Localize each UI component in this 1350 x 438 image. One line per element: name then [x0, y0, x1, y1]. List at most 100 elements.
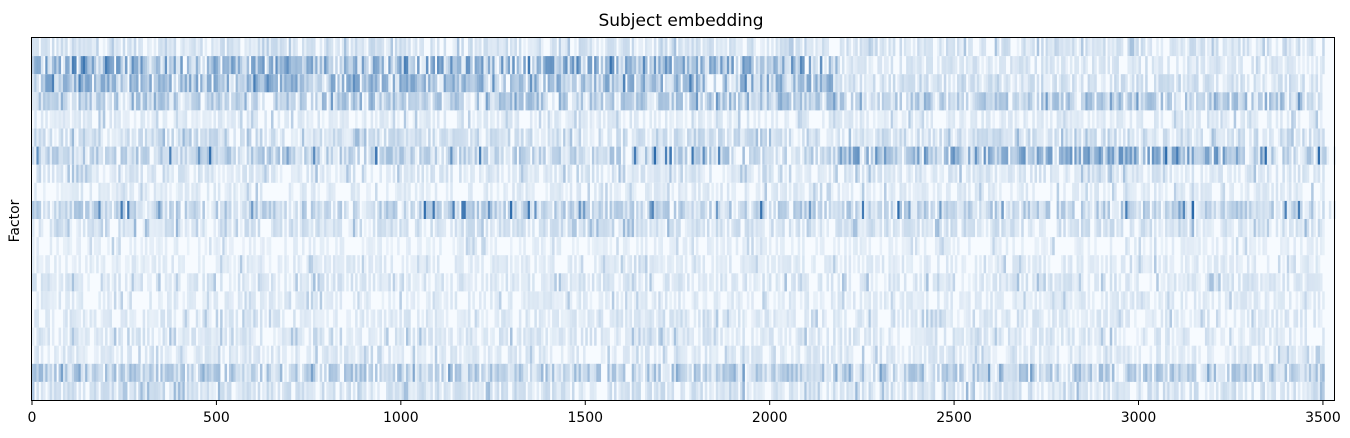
heatmap-cell — [804, 92, 807, 111]
heatmap-cell — [496, 146, 500, 165]
heatmap-cell — [1180, 110, 1184, 129]
heatmap-cell — [996, 128, 1000, 147]
heatmap-cell — [678, 182, 681, 201]
heatmap-cell — [1083, 146, 1086, 165]
heatmap-cell — [490, 182, 493, 201]
heatmap-cell — [1129, 38, 1133, 57]
heatmap-cell — [932, 74, 936, 93]
heatmap-cell — [605, 74, 608, 93]
heatmap-cell — [339, 164, 343, 183]
heatmap-cell — [388, 128, 391, 147]
heatmap-cell — [147, 56, 150, 75]
heatmap-cell — [1034, 146, 1038, 165]
heatmap-cell — [251, 92, 254, 111]
heatmap-cell — [1067, 74, 1071, 93]
heatmap-cell — [1125, 200, 1128, 219]
heatmap-cell — [459, 74, 462, 93]
heatmap-cell — [184, 146, 188, 165]
heatmap-cell — [257, 219, 261, 238]
heatmap-cell — [943, 92, 947, 111]
heatmap-cell — [392, 110, 396, 129]
heatmap-cell — [479, 200, 482, 219]
heatmap-cell — [34, 110, 37, 129]
heatmap-cell — [560, 146, 564, 165]
heatmap-cell — [381, 219, 385, 238]
heatmap-cell — [58, 219, 62, 238]
heatmap-cell — [439, 128, 442, 147]
heatmap-cell — [1284, 128, 1288, 147]
heatmap-cell — [242, 164, 245, 183]
heatmap-cell — [350, 92, 354, 111]
heatmap-cell — [1169, 200, 1173, 219]
heatmap-cell — [695, 128, 699, 147]
chart-title: Subject embedding — [598, 11, 763, 31]
heatmap-cell — [771, 38, 774, 57]
heatmap-cell — [578, 38, 582, 57]
heatmap-cell — [206, 164, 210, 183]
heatmap-cell — [1085, 182, 1088, 201]
heatmap-cell — [467, 110, 471, 129]
heatmap-cell — [1120, 164, 1124, 183]
heatmap-cell — [718, 219, 721, 238]
heatmap-cell — [729, 200, 732, 219]
heatmap-cell — [691, 110, 694, 129]
heatmap-cell — [890, 110, 894, 129]
heatmap-cell — [972, 74, 976, 93]
heatmap-cell — [667, 56, 670, 75]
heatmap-cell — [386, 146, 389, 165]
heatmap-cell — [1280, 110, 1283, 129]
heatmap-cell — [753, 146, 756, 165]
heatmap-cell — [693, 92, 697, 111]
heatmap-cell — [158, 219, 161, 238]
heatmap-cell — [1120, 219, 1124, 238]
heatmap-cell — [826, 146, 829, 165]
heatmap-cell — [757, 146, 761, 165]
heatmap-cell — [153, 219, 157, 238]
heatmap-cell — [554, 74, 557, 93]
heatmap-cell — [54, 200, 57, 219]
heatmap-cell — [1264, 182, 1268, 201]
heatmap-cell — [1111, 219, 1115, 238]
heatmap-cell — [733, 38, 737, 57]
heatmap-cell — [839, 200, 843, 219]
heatmap-cell — [662, 38, 666, 57]
heatmap-cell — [1151, 200, 1155, 219]
heatmap-cell — [215, 237, 219, 256]
heatmap-cell — [521, 146, 524, 165]
heatmap-cell — [945, 56, 949, 75]
heatmap-cell — [1045, 200, 1049, 219]
heatmap-cell — [34, 146, 37, 165]
heatmap-cell — [1220, 92, 1223, 111]
heatmap-cell — [848, 164, 852, 183]
heatmap-cell — [341, 128, 345, 147]
heatmap-cell — [259, 237, 263, 256]
heatmap-cell — [868, 56, 872, 75]
heatmap-cell — [80, 164, 84, 183]
heatmap-cell — [806, 92, 810, 111]
heatmap-cell — [452, 237, 455, 256]
heatmap-cell — [963, 200, 967, 219]
heatmap-cell — [184, 92, 188, 111]
heatmap-cell — [682, 200, 686, 219]
heatmap-cell — [222, 110, 225, 129]
heatmap-cell — [368, 92, 371, 111]
heatmap-cell — [127, 38, 130, 57]
heatmap-cell — [140, 200, 143, 219]
heatmap-cell — [527, 74, 531, 93]
heatmap-cell — [1116, 38, 1119, 57]
heatmap-cell — [34, 200, 37, 219]
heatmap-cell — [1116, 200, 1119, 219]
heatmap-cell — [1204, 200, 1208, 219]
heatmap-cell — [981, 182, 984, 201]
heatmap-cell — [554, 219, 557, 238]
heatmap-cell — [514, 74, 517, 93]
heatmap-cell — [1005, 219, 1009, 238]
heatmap-cell — [133, 92, 137, 111]
heatmap-cell — [487, 56, 491, 75]
heatmap-cell — [397, 74, 400, 93]
heatmap-cell — [1284, 74, 1288, 93]
heatmap-cell — [642, 92, 646, 111]
heatmap-cell — [1142, 146, 1146, 165]
heatmap-cell — [828, 74, 832, 93]
heatmap-cell — [122, 38, 126, 57]
